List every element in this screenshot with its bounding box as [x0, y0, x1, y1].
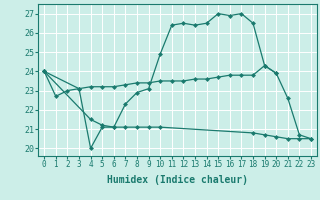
X-axis label: Humidex (Indice chaleur): Humidex (Indice chaleur) — [107, 175, 248, 185]
